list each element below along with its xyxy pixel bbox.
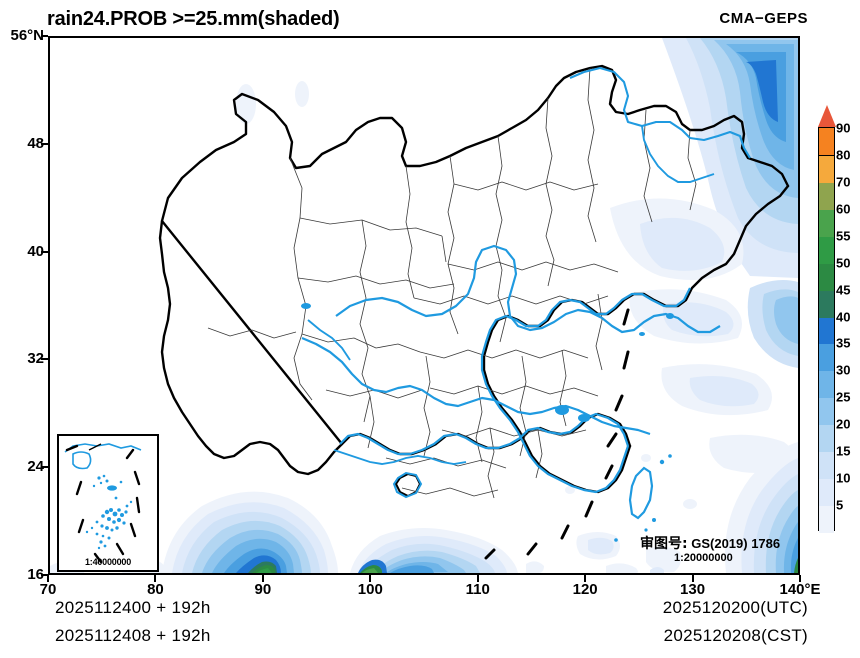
inset-svg — [64, 443, 142, 564]
river-yangtze — [301, 336, 651, 436]
y-axis-tick — [41, 466, 48, 469]
map-svg — [50, 38, 798, 573]
colorbar-segment — [819, 316, 834, 345]
shading-indochina — [350, 528, 664, 573]
page-title: rain24.PROB >=25.mm(shaded) — [47, 8, 340, 30]
y-axis-tick — [41, 574, 48, 576]
x-axis-tick — [369, 575, 372, 582]
offshore-islands — [614, 454, 672, 542]
y-axis-tick — [41, 358, 48, 361]
x-axis-tick-label: 110 — [465, 581, 490, 598]
x-axis-tick — [154, 575, 157, 582]
colorbar-tick-label: 80 — [836, 147, 851, 163]
china-southern-border — [158, 219, 344, 476]
y-axis-tick-label: 56°N — [10, 27, 44, 44]
colorbar-segment — [819, 208, 834, 237]
colorbar-tick-label: 70 — [836, 174, 851, 190]
x-axis-tick-label: 90 — [254, 581, 272, 598]
colorbar-segment — [819, 235, 834, 264]
south-china-sea-inset[interactable]: 1:40000000 — [57, 434, 159, 572]
colorbar-segment — [819, 289, 834, 318]
footer-valid-time-utc: 2025120200(UTC) — [662, 598, 808, 617]
hainan-outline-cyan — [392, 471, 423, 499]
approval-number: GS(2019) 1786 — [691, 536, 781, 551]
coastline-east — [480, 287, 691, 494]
x-axis-tick — [584, 575, 587, 582]
colorbar-segment — [819, 370, 834, 399]
x-axis-tick-label: 120 — [572, 581, 598, 598]
colorbar-tick-label: 60 — [836, 201, 851, 217]
y-axis-tick-label: 48 — [27, 134, 44, 152]
y-axis-tick — [41, 142, 48, 145]
river-yangtze-upper — [307, 319, 351, 361]
colorbar-tick-label: 35 — [836, 335, 851, 351]
x-axis-tick-label: 100 — [357, 581, 383, 598]
y-axis-tick-label: 40 — [27, 242, 44, 260]
y-axis-tick-label: 32 — [27, 350, 44, 368]
map-approval-box: 审图号: GS(2019) 1786 1:20000000 — [640, 536, 780, 565]
footer-valid-time-cst: 2025120208(CST) — [663, 626, 808, 645]
colorbar-tick-label: 5 — [836, 497, 844, 513]
colorbar-segment — [819, 154, 834, 183]
x-axis-tick — [261, 575, 264, 582]
colorbar-segment — [819, 181, 834, 210]
x-axis-tick-label: 130 — [680, 581, 706, 598]
map-canvas — [50, 38, 798, 573]
colorbar-segment — [819, 397, 834, 426]
inset-scale-label: 1:40000000 — [84, 557, 132, 567]
colorbar-over-arrow — [817, 105, 836, 127]
colorbar-scale[interactable] — [818, 127, 835, 533]
shading-southeast-corner — [725, 442, 798, 573]
colorbar-segment — [819, 478, 834, 507]
y-axis-tick — [41, 35, 48, 37]
inset-islands — [85, 474, 133, 550]
colorbar-tick-label: 10 — [836, 470, 851, 486]
footer-init-time-utc: 2025112400 + 192h — [55, 598, 211, 617]
river-pearl — [333, 449, 467, 465]
colorbar-segment — [819, 505, 834, 533]
colorbar-tick-label: 55 — [836, 228, 851, 244]
colorbar-under-arrow — [817, 543, 836, 565]
shading-east-coast-patch — [576, 532, 682, 573]
x-axis-tick — [799, 575, 801, 582]
x-axis-tick — [476, 575, 479, 582]
colorbar[interactable]: 5 10 15 20 25 30 35 40 45 50 55 60 70 80 90 — [812, 105, 858, 565]
china-national-border — [160, 64, 790, 223]
y-axis-tick-label: 24 — [27, 458, 44, 476]
taiwan-island — [628, 466, 654, 520]
map-plot-area[interactable] — [48, 36, 800, 575]
river-amur — [569, 66, 751, 159]
shading-northeast — [662, 38, 798, 368]
colorbar-tick-label: 25 — [836, 389, 851, 405]
colorbar-tick-label: 45 — [836, 282, 851, 298]
x-axis-tick-label: 80 — [147, 581, 164, 598]
x-axis-tick — [691, 575, 694, 582]
footer-init-time-cst: 2025112408 + 192h — [55, 626, 211, 645]
inset-nine-dash-line — [65, 444, 141, 564]
model-label: CMA−GEPS — [719, 10, 808, 27]
lakes — [301, 303, 674, 422]
colorbar-tick-label: 50 — [836, 255, 851, 271]
colorbar-segment — [819, 343, 834, 372]
colorbar-tick-label: 90 — [836, 120, 851, 136]
colorbar-tick-label: 20 — [836, 416, 851, 432]
colorbar-tick-label: 15 — [836, 443, 851, 459]
x-axis-tick-label: 140°E — [779, 581, 821, 598]
shading-northeast-diffuse — [610, 198, 798, 473]
colorbar-segment — [819, 128, 834, 155]
nine-dash-line — [484, 308, 630, 560]
colorbar-segment — [819, 262, 834, 291]
river-songhua — [641, 125, 715, 183]
y-axis-tick-label: 16 — [27, 566, 44, 583]
colorbar-segment — [819, 424, 834, 453]
approval-label: 审图号: — [640, 536, 688, 552]
colorbar-segment — [819, 451, 834, 480]
colorbar-tick-label: 30 — [836, 362, 851, 378]
x-axis-tick-label: 70 — [39, 581, 57, 598]
river-yellow — [335, 244, 721, 334]
approval-scale: 1:20000000 — [674, 552, 733, 565]
x-axis-tick — [47, 575, 49, 582]
colorbar-tick-label: 40 — [836, 309, 851, 325]
y-axis-tick — [41, 250, 48, 253]
